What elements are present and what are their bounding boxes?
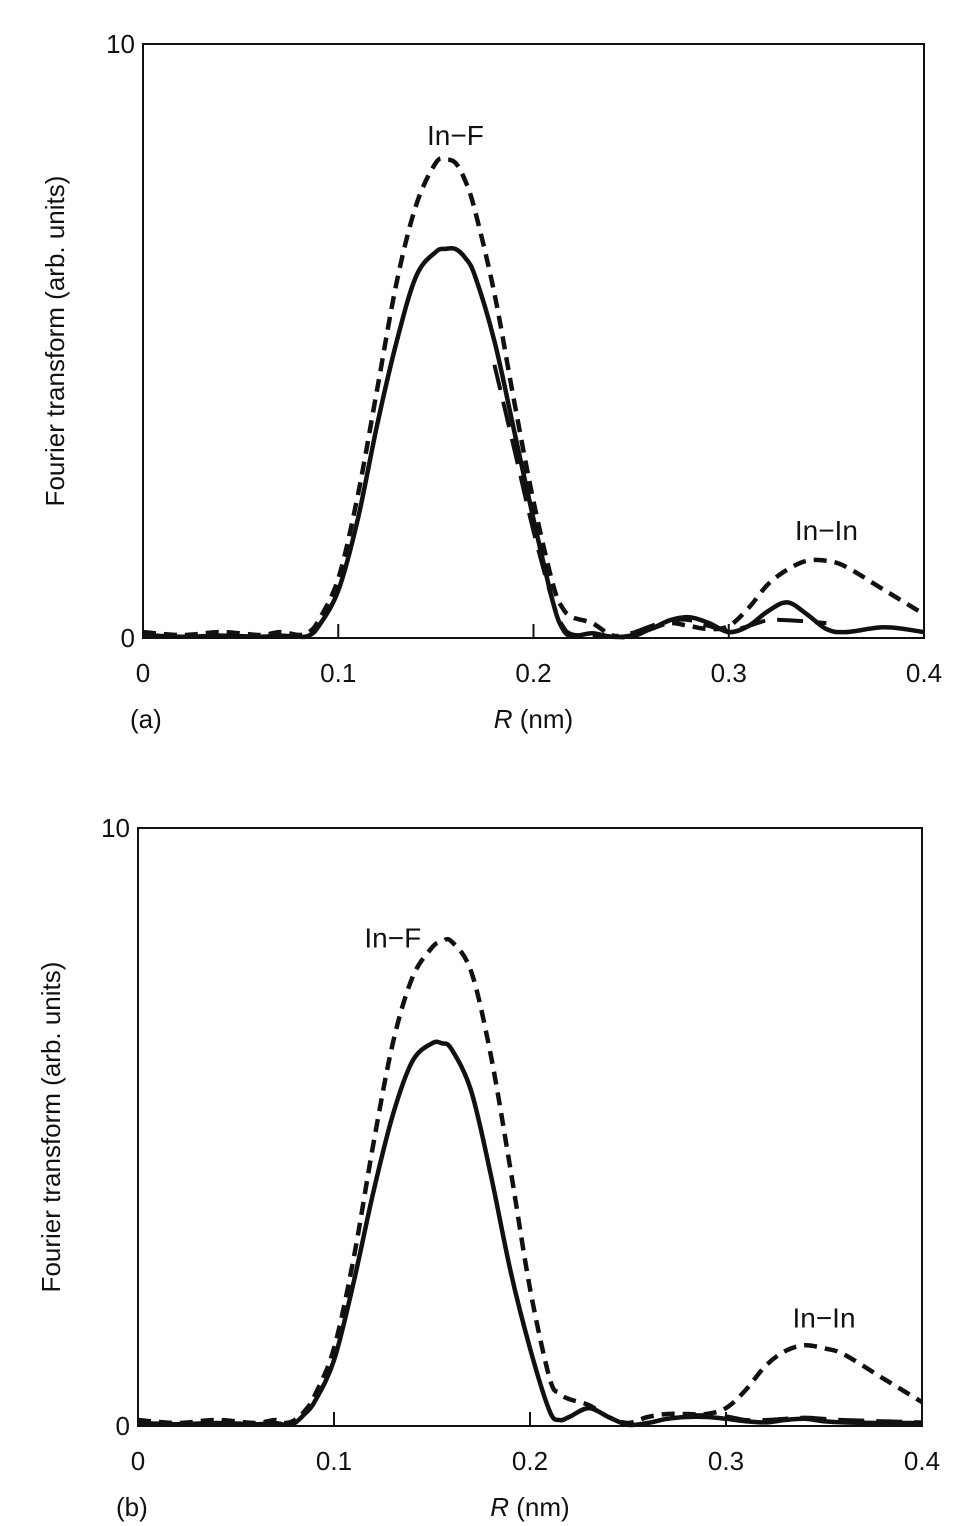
plot-frame (142, 43, 925, 639)
y-axis-label: Fourier transform (arb. units) (36, 962, 66, 1293)
series-line-solid (137, 1039, 923, 1428)
x-tick-label: 0.4 (904, 1446, 940, 1476)
annotation-label: In−F (364, 923, 421, 954)
x-tick-label: 0.1 (320, 658, 356, 688)
series-line-solid (142, 245, 925, 640)
series-line-dashed (142, 156, 926, 640)
x-tick-label: 0 (131, 1446, 145, 1476)
x-tick-label: 0.1 (316, 1446, 352, 1476)
x-tick-label: 0.2 (512, 1446, 548, 1476)
x-axis-label: R (nm) (490, 1492, 569, 1522)
series-line-dashed (137, 936, 924, 1426)
annotation-label: In−In (795, 515, 858, 546)
y-tick-label: 0 (121, 623, 135, 653)
x-tick-label: 0.3 (711, 658, 747, 688)
x-tick-label: 0.3 (708, 1446, 744, 1476)
y-axis-label: Fourier transform (arb. units) (40, 176, 70, 507)
series-line-long-dashed (686, 1413, 923, 1425)
x-axis-label: R (nm) (494, 704, 573, 734)
x-tick-label: 0.2 (515, 658, 551, 688)
panel-a: 0 0.1 0.2 0.3 0.4 0 10 Fourier transform (arb. … (40, 29, 942, 734)
panel-label: (b) (116, 1492, 148, 1522)
annotation-label: In−F (427, 120, 484, 151)
x-tick-label: 0 (136, 658, 150, 688)
panel-b: 0 0.1 0.2 0.3 0.4 0 10 Fourier transform (arb. … (36, 813, 940, 1522)
x-tick-label: 0.4 (906, 658, 942, 688)
y-tick-label: 10 (106, 29, 135, 59)
y-tick-label: 0 (116, 1411, 130, 1441)
y-tick-label: 10 (101, 813, 130, 843)
plot-frame (137, 827, 923, 1427)
series-line-long-dashed (492, 364, 827, 639)
annotation-label: In−In (792, 1302, 855, 1333)
panel-label: (a) (130, 704, 162, 734)
